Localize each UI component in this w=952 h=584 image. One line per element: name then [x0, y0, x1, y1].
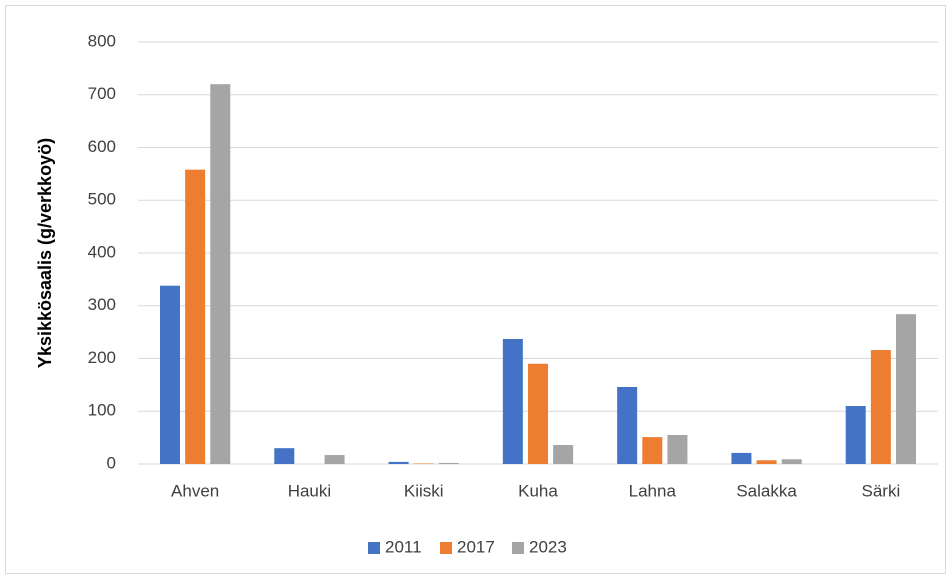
y-tick-label: 0	[107, 453, 116, 472]
bar	[210, 84, 231, 464]
bar	[731, 452, 752, 464]
bar	[324, 455, 345, 464]
bar	[502, 338, 523, 464]
x-tick-label: Särki	[861, 481, 900, 500]
x-tick-label: Salakka	[736, 481, 797, 500]
bar	[388, 461, 409, 464]
bar	[413, 463, 434, 464]
legend-swatch	[512, 542, 524, 554]
bar	[528, 363, 548, 464]
bar	[185, 169, 206, 464]
bar	[667, 434, 688, 464]
chart-border	[5, 5, 946, 574]
bar	[756, 460, 777, 464]
y-tick-label: 300	[88, 295, 116, 314]
y-tick-label: 800	[88, 31, 116, 50]
y-axis-label: Yksikkösaalis (g/verkkoyö)	[35, 138, 55, 368]
bar	[553, 445, 574, 464]
bar	[896, 314, 916, 464]
bar	[160, 285, 180, 464]
x-tick-label: Hauki	[288, 481, 331, 500]
bar	[617, 386, 638, 464]
y-tick-label: 400	[88, 242, 116, 261]
bar	[845, 405, 866, 464]
bar	[438, 462, 459, 464]
y-tick-label: 500	[88, 190, 116, 209]
legend-swatch	[368, 542, 380, 554]
legend-label: 2023	[529, 537, 567, 556]
x-tick-label: Kuha	[518, 481, 558, 500]
bar	[642, 437, 663, 464]
y-tick-label: 600	[88, 137, 116, 156]
x-tick-label: Lahna	[629, 481, 677, 500]
bar	[274, 448, 295, 464]
x-tick-label: Kiiski	[404, 481, 444, 500]
legend-label: 2017	[457, 537, 495, 556]
legend-label: 2011	[385, 537, 422, 556]
bar	[781, 459, 802, 464]
y-tick-label: 700	[88, 84, 116, 103]
y-tick-label: 200	[88, 348, 116, 367]
y-tick-label: 100	[88, 401, 116, 420]
legend-swatch	[440, 542, 452, 554]
x-tick-label: Ahven	[171, 481, 219, 500]
bar	[870, 350, 891, 464]
